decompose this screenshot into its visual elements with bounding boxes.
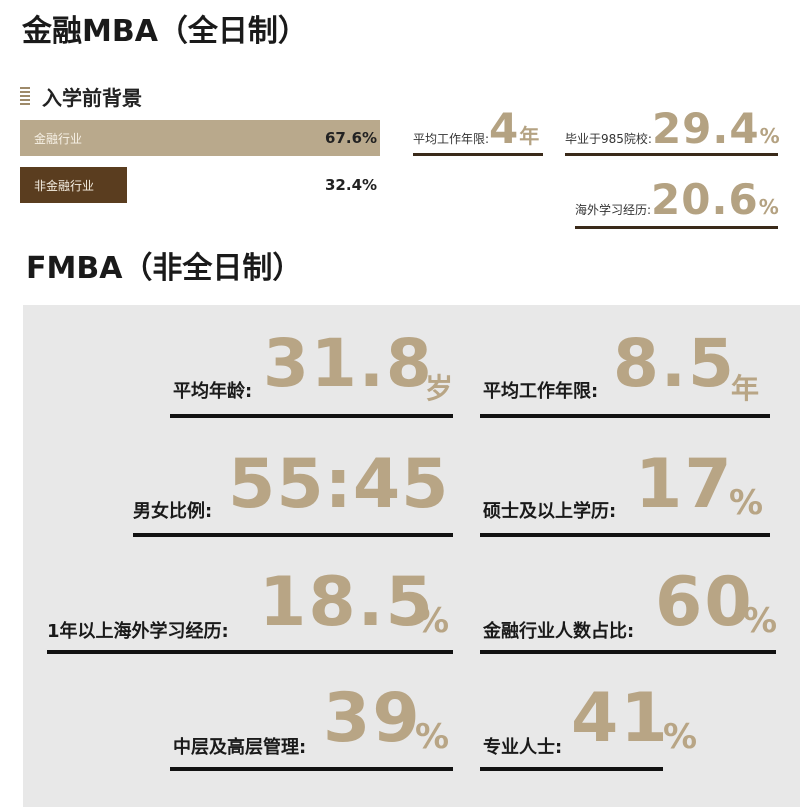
bar-label-nonfinance: 非金融行业 xyxy=(34,179,95,193)
bar-row-nonfinance: 非金融行业 32.4% xyxy=(20,167,380,203)
fmba-stat-value: 39 xyxy=(323,679,422,758)
fmba-stat-value: 17 xyxy=(635,445,734,524)
fmba-stat-underline xyxy=(480,650,776,654)
bar-row-finance: 金融行业 67.6% xyxy=(20,120,380,156)
fmba-stat-label: 平均工作年限: xyxy=(483,381,599,402)
stat-work-years-value: 4 xyxy=(489,104,520,153)
bar-nonfinance xyxy=(20,167,127,203)
section-heading-text: 入学前背景 xyxy=(42,86,142,110)
fmba-stat-unit: % xyxy=(743,601,778,641)
stat-work-years-underline xyxy=(413,153,543,156)
fmba-stat-label: 专业人士: xyxy=(483,737,563,758)
stat-grad-985-underline xyxy=(565,153,778,156)
fmba-panel: 平均年龄: 31.8 岁 平均工作年限: 8.5 年 男女比例: 55:45 硕… xyxy=(23,305,800,807)
fmba-stat-unit: % xyxy=(415,601,450,641)
fmba-stat-unit: 年 xyxy=(731,372,760,405)
stat-grad-985-value: 29.4 xyxy=(651,104,760,153)
fmba-stat-unit: % xyxy=(415,717,450,757)
stat-work-years-unit: 年 xyxy=(519,124,540,148)
bar-value-nonfinance: 32.4% xyxy=(325,176,378,194)
stat-grad-985: 毕业于985院校:29.4% xyxy=(565,104,780,153)
stat-grad-985-label: 毕业于985院校: xyxy=(565,132,652,146)
fmba-stat-unit: % xyxy=(663,717,698,757)
fmba-stat-underline xyxy=(480,414,770,418)
fmba-stat-unit: 岁 xyxy=(425,372,454,405)
fmba-stat-label: 硕士及以上学历: xyxy=(483,501,617,522)
bar-label-finance: 金融行业 xyxy=(34,132,83,146)
fmba-stat-unit: % xyxy=(729,483,764,523)
fmba-stat-underline xyxy=(133,533,453,537)
stat-overseas-label: 海外学习经历: xyxy=(575,203,652,217)
fmba-stat-underline xyxy=(170,767,453,771)
stat-grad-985-unit: % xyxy=(759,124,780,148)
section-heading: 入学前背景 xyxy=(20,82,142,111)
bar-value-finance: 67.6% xyxy=(325,129,378,147)
stat-overseas: 海外学习经历:20.6% xyxy=(575,175,779,224)
fmba-stat-underline xyxy=(480,767,663,771)
fmba-stat-label: 中层及高层管理: xyxy=(173,737,307,758)
fmba-stat-underline xyxy=(480,533,770,537)
stat-work-years-label: 平均工作年限: xyxy=(413,132,490,146)
list-bars-icon xyxy=(20,86,30,107)
title-fmba: FMBA（非全日制） xyxy=(26,251,303,286)
fmba-stat-label: 金融行业人数占比: xyxy=(483,621,635,642)
fmba-stat-underline xyxy=(47,650,453,654)
stat-overseas-underline xyxy=(575,226,778,229)
fmba-stat-label: 平均年龄: xyxy=(173,381,253,402)
stat-work-years: 平均工作年限:4年 xyxy=(413,104,539,153)
fmba-stat-value: 55:45 xyxy=(228,445,450,524)
stat-overseas-unit: % xyxy=(758,195,779,219)
fmba-stat-value: 41 xyxy=(571,679,670,758)
bar-finance xyxy=(20,120,380,156)
fmba-stat-value: 31.8 xyxy=(263,325,434,402)
fmba-stat-underline xyxy=(170,414,453,418)
fmba-stat-value: 60 xyxy=(655,563,754,642)
fmba-stat-value: 8.5 xyxy=(613,325,736,402)
fmba-stat-label: 男女比例: xyxy=(133,501,213,522)
stat-overseas-value: 20.6 xyxy=(651,175,759,224)
fmba-stat-label: 1年以上海外学习经历: xyxy=(47,621,229,642)
title-mba: 金融MBA（全日制） xyxy=(22,14,308,49)
fmba-stat-value: 18.5 xyxy=(259,563,435,642)
